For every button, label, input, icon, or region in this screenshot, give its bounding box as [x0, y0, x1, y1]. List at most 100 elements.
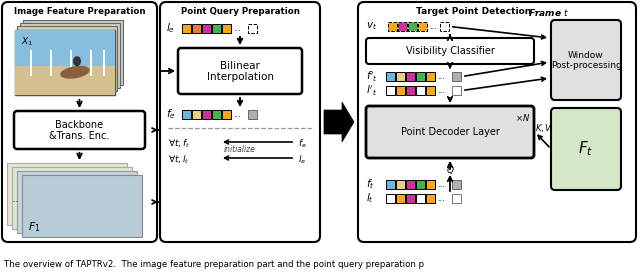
Bar: [396, 72, 405, 81]
Bar: [12, 167, 132, 229]
Bar: [386, 72, 395, 81]
Text: &Trans. Enc.: &Trans. Enc.: [49, 131, 109, 141]
Text: $f_e$: $f_e$: [298, 138, 307, 150]
Text: $l_e$: $l_e$: [166, 22, 175, 35]
FancyBboxPatch shape: [551, 108, 621, 190]
Text: $F_t$: $F_t$: [579, 140, 594, 158]
Text: Post-processing: Post-processing: [550, 62, 621, 70]
Text: ..: ..: [12, 192, 20, 205]
Bar: [386, 180, 395, 189]
Bar: [212, 110, 221, 119]
Bar: [50, 50, 52, 76]
Bar: [103, 50, 105, 76]
Text: Frame $t$: Frame $t$: [529, 7, 570, 18]
Bar: [406, 72, 415, 81]
Text: Point Query Preparation: Point Query Preparation: [180, 7, 300, 16]
Bar: [192, 24, 201, 33]
Bar: [15, 30, 115, 95]
Bar: [386, 86, 395, 95]
Bar: [396, 180, 405, 189]
Text: Bilinear: Bilinear: [220, 61, 260, 71]
Bar: [452, 86, 461, 95]
Text: $f_t$: $f_t$: [366, 178, 374, 191]
Bar: [15, 66, 115, 95]
Text: $\forall t, l_t$: $\forall t, l_t$: [168, 154, 189, 166]
Text: $F_1$: $F_1$: [28, 220, 40, 234]
Bar: [398, 22, 407, 31]
Bar: [406, 86, 415, 95]
Bar: [23, 20, 123, 85]
Bar: [202, 24, 211, 33]
Text: $l_e$: $l_e$: [298, 154, 306, 166]
Bar: [192, 110, 201, 119]
Bar: [202, 110, 211, 119]
Text: $X_1$: $X_1$: [21, 36, 33, 48]
Bar: [396, 194, 405, 203]
Bar: [90, 50, 92, 76]
Bar: [408, 22, 417, 31]
Bar: [20, 23, 120, 88]
Bar: [17, 171, 137, 233]
Bar: [452, 72, 461, 81]
Bar: [212, 24, 221, 33]
FancyBboxPatch shape: [358, 2, 636, 242]
Bar: [406, 180, 415, 189]
FancyBboxPatch shape: [366, 106, 534, 158]
Bar: [222, 24, 231, 33]
Ellipse shape: [73, 56, 81, 66]
FancyBboxPatch shape: [178, 48, 302, 94]
Text: ...: ...: [233, 24, 241, 33]
Bar: [416, 180, 425, 189]
Text: ...: ...: [437, 180, 445, 189]
Text: $Q$: $Q$: [445, 164, 454, 176]
Bar: [452, 194, 461, 203]
Text: initialize: initialize: [224, 145, 256, 155]
Bar: [388, 22, 397, 31]
Bar: [426, 180, 435, 189]
Bar: [248, 110, 257, 119]
Bar: [426, 194, 435, 203]
Bar: [426, 72, 435, 81]
Bar: [222, 110, 231, 119]
Text: Backbone: Backbone: [56, 120, 104, 130]
Text: ...: ...: [233, 110, 241, 119]
FancyBboxPatch shape: [366, 38, 534, 64]
Text: ...: ...: [437, 72, 445, 81]
Text: Visibility Classifier: Visibility Classifier: [406, 46, 495, 56]
Bar: [386, 194, 395, 203]
FancyBboxPatch shape: [14, 111, 145, 149]
Bar: [248, 24, 257, 33]
Bar: [396, 86, 405, 95]
Bar: [406, 194, 415, 203]
Bar: [452, 180, 461, 189]
Bar: [418, 22, 427, 31]
Text: Window: Window: [568, 51, 604, 59]
Bar: [70, 50, 72, 76]
Bar: [416, 86, 425, 95]
Bar: [426, 86, 435, 95]
FancyBboxPatch shape: [551, 20, 621, 100]
Polygon shape: [324, 102, 354, 142]
Bar: [416, 194, 425, 203]
Bar: [15, 30, 115, 66]
Bar: [440, 22, 449, 31]
Text: $v_t$: $v_t$: [366, 21, 377, 32]
Text: ...: ...: [437, 86, 445, 95]
Text: Point Decoder Layer: Point Decoder Layer: [401, 127, 499, 137]
Bar: [7, 163, 127, 225]
Bar: [17, 26, 117, 91]
Text: Interpolation: Interpolation: [207, 72, 273, 82]
Ellipse shape: [60, 66, 90, 79]
Text: ...: ...: [437, 194, 445, 203]
Text: $\forall t, f_t$: $\forall t, f_t$: [168, 138, 190, 150]
Text: $f_e$: $f_e$: [166, 108, 176, 121]
FancyBboxPatch shape: [160, 2, 320, 242]
Text: $l_t$: $l_t$: [366, 192, 374, 205]
Text: ...: ...: [429, 22, 437, 31]
Text: Image Feature Preparation: Image Feature Preparation: [13, 7, 145, 16]
FancyBboxPatch shape: [2, 2, 157, 242]
Text: $\times N$: $\times N$: [515, 112, 530, 123]
Text: $K,V$: $K,V$: [535, 122, 553, 134]
Text: $l'_t$: $l'_t$: [366, 83, 377, 98]
Bar: [416, 72, 425, 81]
